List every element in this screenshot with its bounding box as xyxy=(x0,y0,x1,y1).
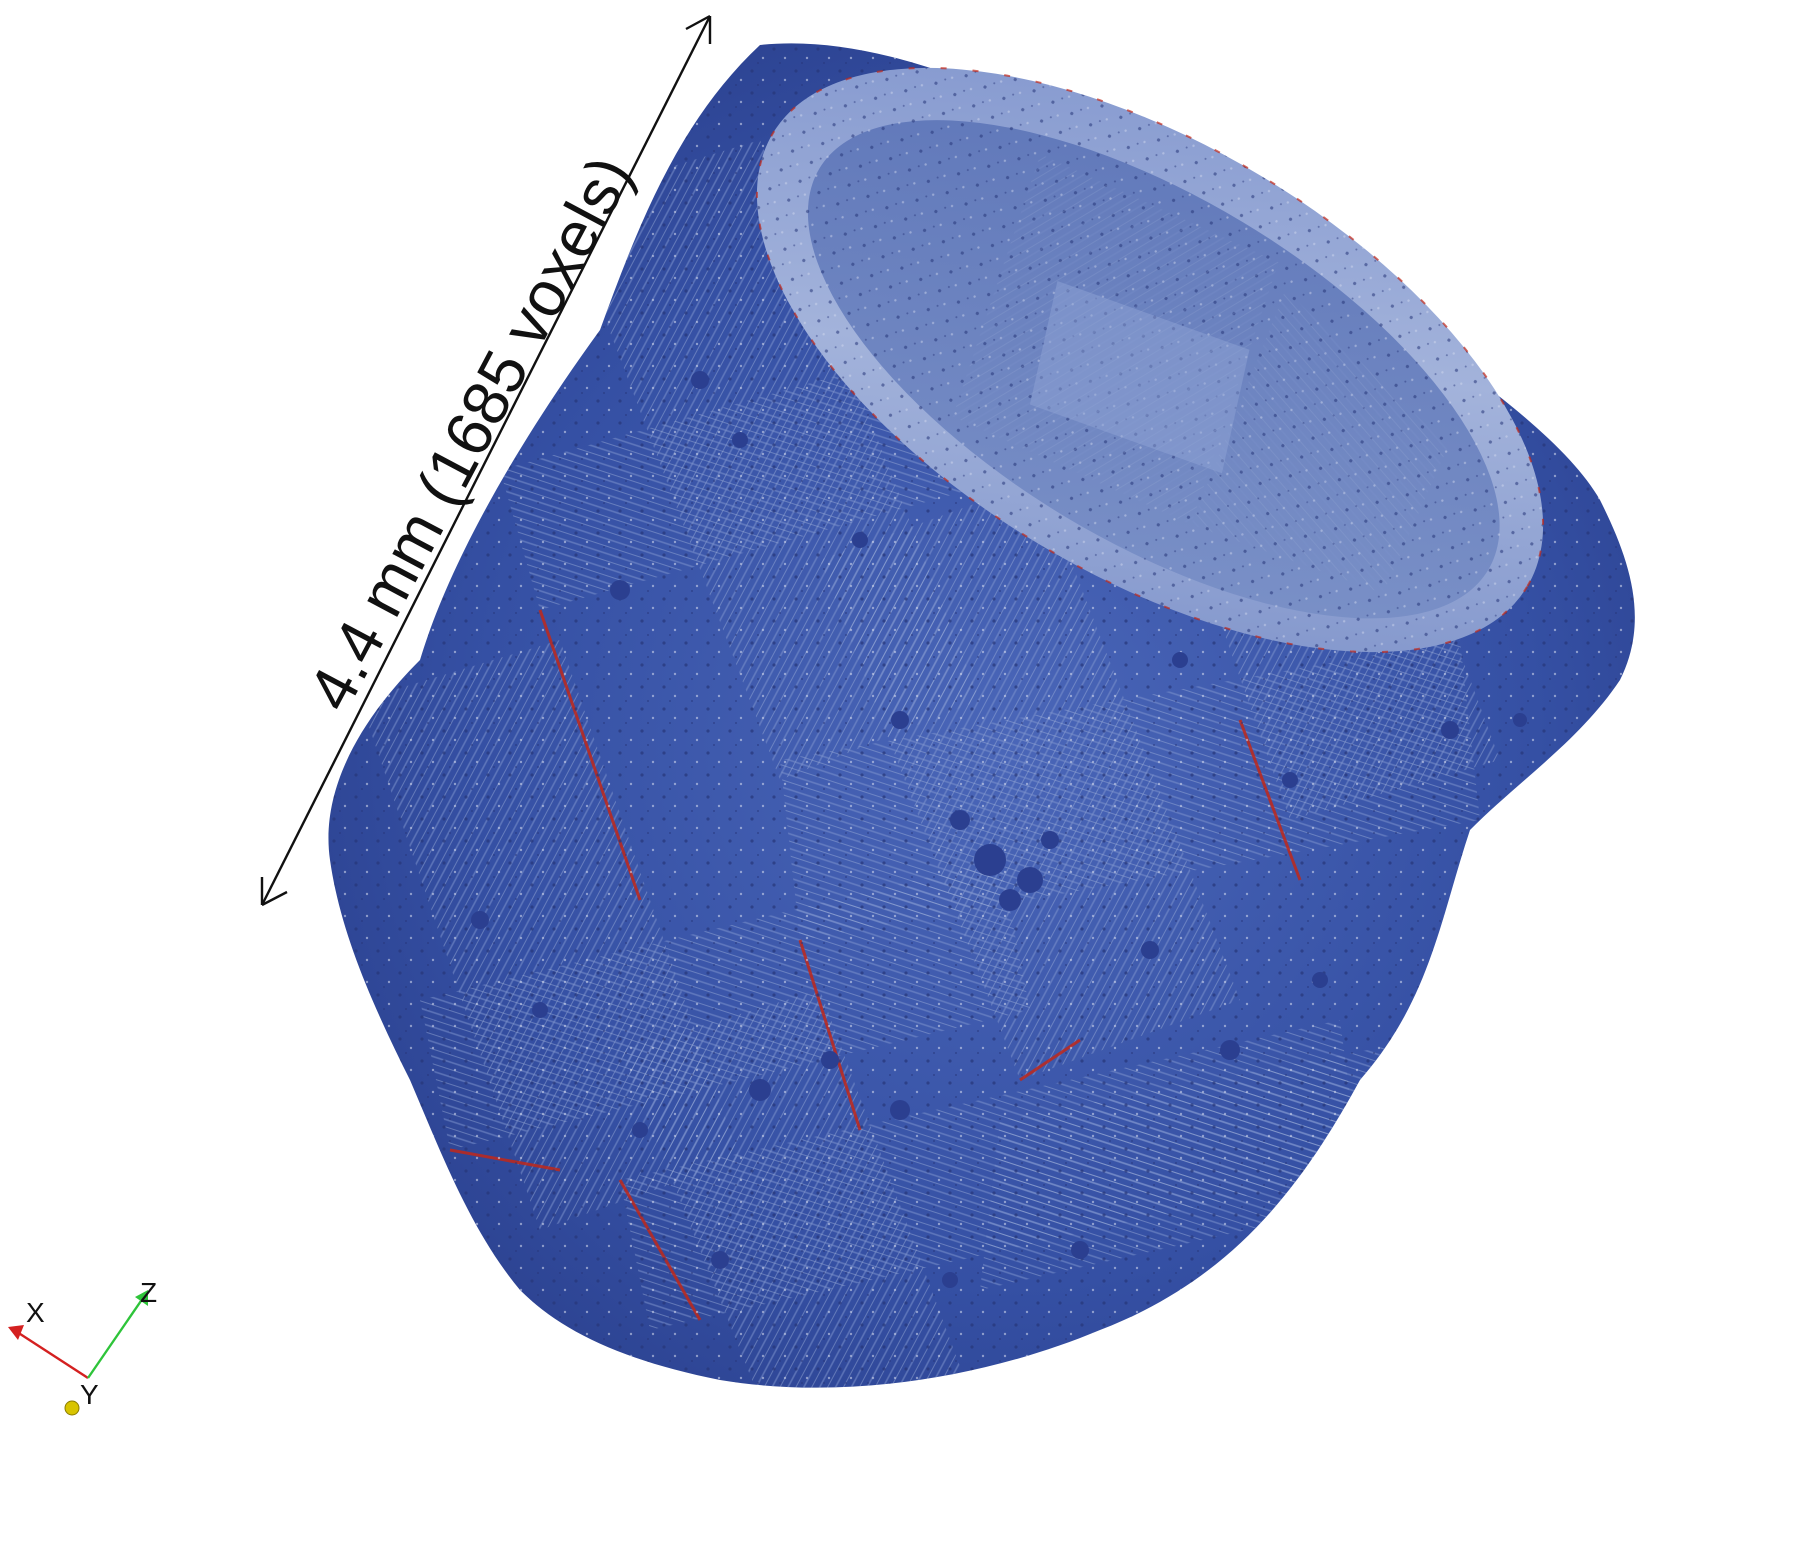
z-axis-arrowhead xyxy=(135,1290,148,1306)
dimension-arrow xyxy=(260,14,712,907)
tube-opening-rim xyxy=(755,66,1545,654)
z-axis-label: Z xyxy=(140,1277,157,1308)
orientation-axes: X Z Y xyxy=(8,1277,157,1416)
x-axis-line xyxy=(13,1328,89,1380)
x-axis-arrowhead xyxy=(8,1325,24,1340)
x-axis-label: X xyxy=(26,1297,45,1328)
y-axis-marker xyxy=(64,1400,80,1416)
y-axis-label: Y xyxy=(80,1379,99,1410)
z-axis-line xyxy=(87,1297,144,1379)
surface-nodules xyxy=(471,371,1527,1288)
woven-sample-render xyxy=(328,43,1635,1388)
